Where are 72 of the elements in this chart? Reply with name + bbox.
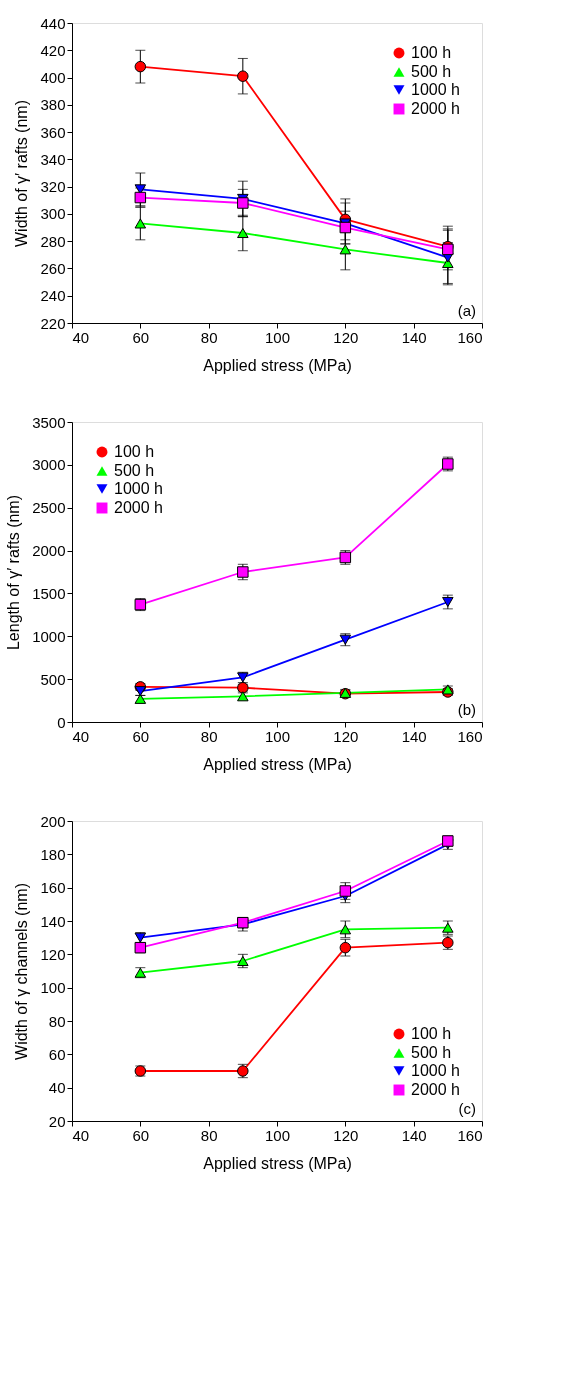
x-tick-label: 40 (72, 328, 90, 346)
x-tick-label: 160 (457, 727, 483, 745)
y-tick-label: 20 (48, 1112, 66, 1130)
y-tick-label: 140 (40, 912, 66, 930)
y-tick-label: 100 (40, 979, 66, 997)
legend-label: 2000 h (411, 100, 460, 117)
y-tick-label: 1000 (32, 627, 66, 645)
x-tick-label: 120 (333, 727, 359, 745)
x-tick-label: 60 (132, 1126, 150, 1144)
y-tick-label: 340 (40, 150, 66, 168)
y-tick-label: 120 (40, 945, 66, 963)
legend-label: 100 h (114, 443, 155, 460)
y-tick-label: 220 (40, 314, 66, 332)
y-tick-label: 260 (40, 259, 66, 277)
legend-label: 500 h (411, 63, 452, 80)
y-tick-label: 200 (40, 812, 66, 830)
y-tick-label: 280 (40, 232, 66, 250)
x-axis-title: Applied stress (MPa) (203, 356, 352, 374)
y-tick-label: 40 (48, 1079, 66, 1097)
x-tick-label: 60 (132, 727, 150, 745)
y-tick-label: 60 (48, 1045, 66, 1063)
y-tick-label: 3000 (32, 456, 66, 474)
legend-label: 2000 h (411, 1081, 460, 1098)
y-tick-label: 180 (40, 845, 66, 863)
y-tick-label: 240 (40, 287, 66, 305)
y-tick-label: 420 (40, 41, 66, 59)
y-tick-label: 3500 (32, 413, 66, 431)
y-tick-label: 160 (40, 879, 66, 897)
x-tick-label: 120 (333, 328, 359, 346)
y-tick-label: 380 (40, 96, 66, 114)
legend-label: 1000 h (114, 480, 163, 497)
x-tick-label: 140 (401, 1126, 427, 1144)
x-tick-label: 120 (333, 1126, 359, 1144)
legend-label: 500 h (114, 462, 155, 479)
x-tick-label: 100 (264, 727, 291, 745)
y-tick-label: 2500 (32, 499, 66, 517)
legend-label: 100 h (411, 1025, 452, 1042)
x-tick-label: 60 (132, 328, 150, 346)
annotation: (b) (457, 701, 476, 718)
x-axis-title: Applied stress (MPa) (203, 755, 352, 773)
legend-label: 1000 h (411, 81, 460, 98)
legend-label: 2000 h (114, 499, 163, 516)
y-axis-title: Width of γ channels (nm) (13, 883, 31, 1060)
y-tick-label: 80 (48, 1012, 66, 1030)
legend-label: 100 h (411, 44, 452, 61)
legend-label: 500 h (411, 1044, 452, 1061)
y-tick-label: 440 (40, 14, 66, 32)
y-tick-label: 360 (40, 123, 66, 141)
y-tick-label: 400 (40, 69, 66, 87)
x-tick-label: 40 (72, 727, 90, 745)
y-tick-label: 0 (57, 713, 66, 731)
x-tick-label: 100 (264, 328, 291, 346)
y-tick-label: 300 (40, 205, 66, 223)
x-axis-title: Applied stress (MPa) (203, 1154, 352, 1172)
x-tick-label: 160 (457, 1126, 483, 1144)
x-tick-label: 160 (457, 328, 483, 346)
x-tick-label: 80 (200, 328, 218, 346)
annotation: (c) (458, 1100, 476, 1117)
x-tick-label: 80 (200, 727, 218, 745)
y-tick-label: 1500 (32, 584, 66, 602)
x-tick-label: 100 (264, 1126, 291, 1144)
y-tick-label: 320 (40, 178, 66, 196)
y-tick-label: 500 (40, 670, 66, 688)
x-tick-label: 80 (200, 1126, 218, 1144)
x-tick-label: 140 (401, 328, 427, 346)
x-tick-label: 140 (401, 727, 427, 745)
y-axis-title: Length of γ′ rafts (nm) (5, 494, 23, 651)
y-tick-label: 2000 (32, 542, 66, 560)
legend-label: 1000 h (411, 1062, 460, 1079)
y-axis-title: Width of γ′ rafts (nm) (13, 99, 31, 248)
annotation: (a) (457, 302, 476, 319)
x-tick-label: 40 (72, 1126, 90, 1144)
